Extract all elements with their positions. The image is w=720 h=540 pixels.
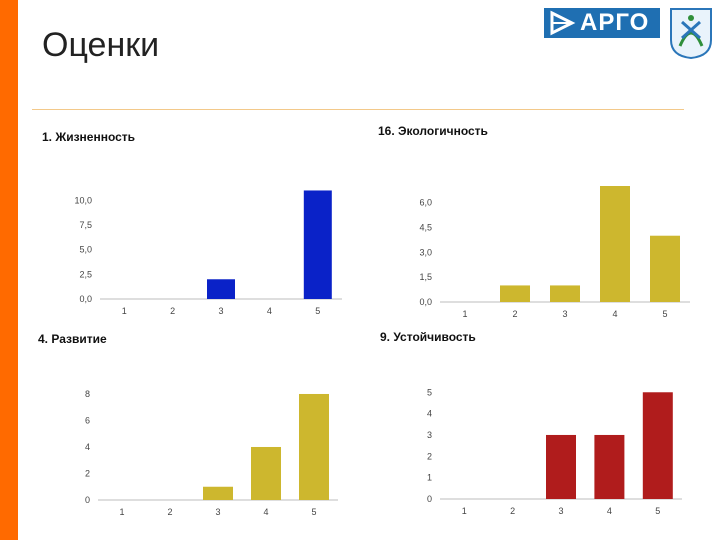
chart-stability: 0 1 2 3 4 5 1 2 3 4 5 xyxy=(427,387,682,516)
bar xyxy=(550,285,580,302)
x-tick-label: 5 xyxy=(315,306,320,316)
bar xyxy=(642,392,673,499)
y-tick-label: 5,0 xyxy=(79,245,92,255)
bar xyxy=(303,190,332,299)
y-tick-label: 2 xyxy=(427,451,432,461)
bar xyxy=(500,285,530,302)
bar xyxy=(650,235,680,302)
x-tick-label: 3 xyxy=(558,506,563,516)
bar xyxy=(600,186,630,302)
bar xyxy=(546,434,576,499)
chart-title-vitality: 1. Жизненность xyxy=(42,130,136,144)
y-tick-label: 1,5 xyxy=(419,272,432,282)
bar xyxy=(207,279,235,299)
x-tick-label: 1 xyxy=(462,309,467,319)
x-tick-label: 4 xyxy=(612,309,617,319)
x-tick-label: 2 xyxy=(167,507,172,517)
bar xyxy=(594,434,625,499)
y-tick-label: 3 xyxy=(427,430,432,440)
logo-text: АРГО xyxy=(580,9,650,36)
x-tick-label: 3 xyxy=(215,507,220,517)
y-tick-label: 0 xyxy=(427,494,432,504)
y-tick-label: 7,5 xyxy=(79,220,92,230)
y-tick-label: 0,0 xyxy=(419,297,432,307)
y-tick-label: 8 xyxy=(85,389,90,399)
x-tick-label: 5 xyxy=(655,506,660,516)
slide-title: Оценки xyxy=(42,26,160,64)
x-tick-label: 4 xyxy=(607,506,612,516)
crest-icon xyxy=(670,8,712,60)
accent-bar xyxy=(0,0,18,540)
logo-mark-icon xyxy=(550,10,576,36)
y-tick-label: 5 xyxy=(427,387,432,397)
x-tick-label: 1 xyxy=(122,306,127,316)
y-tick-label: 2,5 xyxy=(79,269,92,279)
chart-development: 0 2 4 6 8 1 2 3 4 5 xyxy=(85,389,338,517)
bar xyxy=(299,393,329,500)
y-tick-label: 3,0 xyxy=(419,247,432,257)
y-tick-label: 0,0 xyxy=(79,294,92,304)
y-tick-label: 10,0 xyxy=(74,195,92,205)
x-tick-label: 2 xyxy=(170,306,175,316)
y-tick-label: 0 xyxy=(85,495,90,505)
chart-title-stability: 9. Устойчивость xyxy=(380,330,476,344)
y-tick-label: 6,0 xyxy=(419,198,432,208)
x-tick-label: 4 xyxy=(267,306,272,316)
y-tick-label: 4,5 xyxy=(419,222,432,232)
x-tick-label: 1 xyxy=(119,507,124,517)
x-tick-label: 5 xyxy=(662,309,667,319)
x-tick-label: 1 xyxy=(462,506,467,516)
bar xyxy=(203,486,233,500)
chart-title-development: 4. Развитие xyxy=(38,332,107,346)
chart-ecology: 0,0 1,5 3,0 4,5 6,0 1 2 3 4 5 xyxy=(419,186,690,319)
chart-vitality: 0,0 2,5 5,0 7,5 10,0 1 2 3 4 5 xyxy=(74,190,342,316)
x-tick-label: 2 xyxy=(510,506,515,516)
title-divider xyxy=(32,109,684,110)
y-tick-label: 4 xyxy=(85,442,90,452)
x-tick-label: 5 xyxy=(311,507,316,517)
y-tick-label: 6 xyxy=(85,415,90,425)
bar xyxy=(251,446,281,500)
x-tick-label: 3 xyxy=(562,309,567,319)
y-tick-label: 4 xyxy=(427,409,432,419)
chart-title-ecology: 16. Экологичность xyxy=(378,124,488,138)
argo-logo: АРГО xyxy=(544,8,660,38)
x-tick-label: 3 xyxy=(218,306,223,316)
x-tick-label: 4 xyxy=(263,507,268,517)
y-tick-label: 1 xyxy=(427,473,432,483)
y-tick-label: 2 xyxy=(85,468,90,478)
x-tick-label: 2 xyxy=(512,309,517,319)
